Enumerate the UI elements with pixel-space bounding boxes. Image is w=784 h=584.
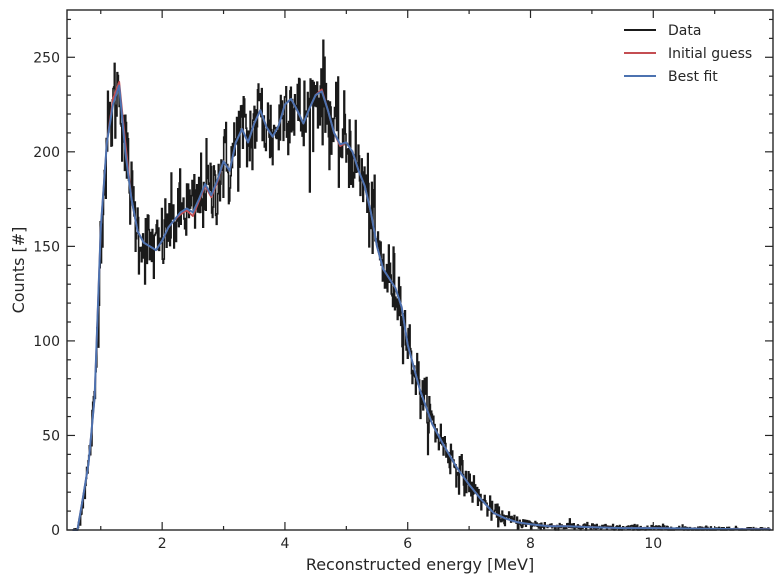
legend-label: Data [668,23,701,39]
y-tick-labels: 0 50 100 150 200 250 [33,50,60,539]
legend-label: Best fit [668,69,718,85]
legend-label: Initial guess [668,46,752,62]
y-tick-label: 100 [33,334,60,350]
series-line-best-fit [72,84,771,531]
x-tick-label: 2 [158,536,167,552]
series-lines [72,39,771,531]
plot-frame [66,9,774,531]
y-tick-label: 50 [42,428,60,444]
y-tick-label: 150 [33,239,60,255]
x-tick-label: 8 [526,536,535,552]
plot-area [67,10,773,530]
x-tick-label: 4 [280,536,289,552]
y-tick-label: 0 [51,523,60,539]
x-tick-labels: 2 4 6 8 10 [158,536,663,552]
y-axis-label: Counts [#] [9,227,28,314]
y-tick-label: 200 [33,145,60,161]
y-tick-label: 250 [33,50,60,66]
x-tick-label: 10 [644,536,662,552]
x-tick-label: 6 [403,536,412,552]
x-axis-label: Reconstructed energy [MeV] [306,555,534,574]
legend: Data Initial guess Best fit [624,23,752,85]
